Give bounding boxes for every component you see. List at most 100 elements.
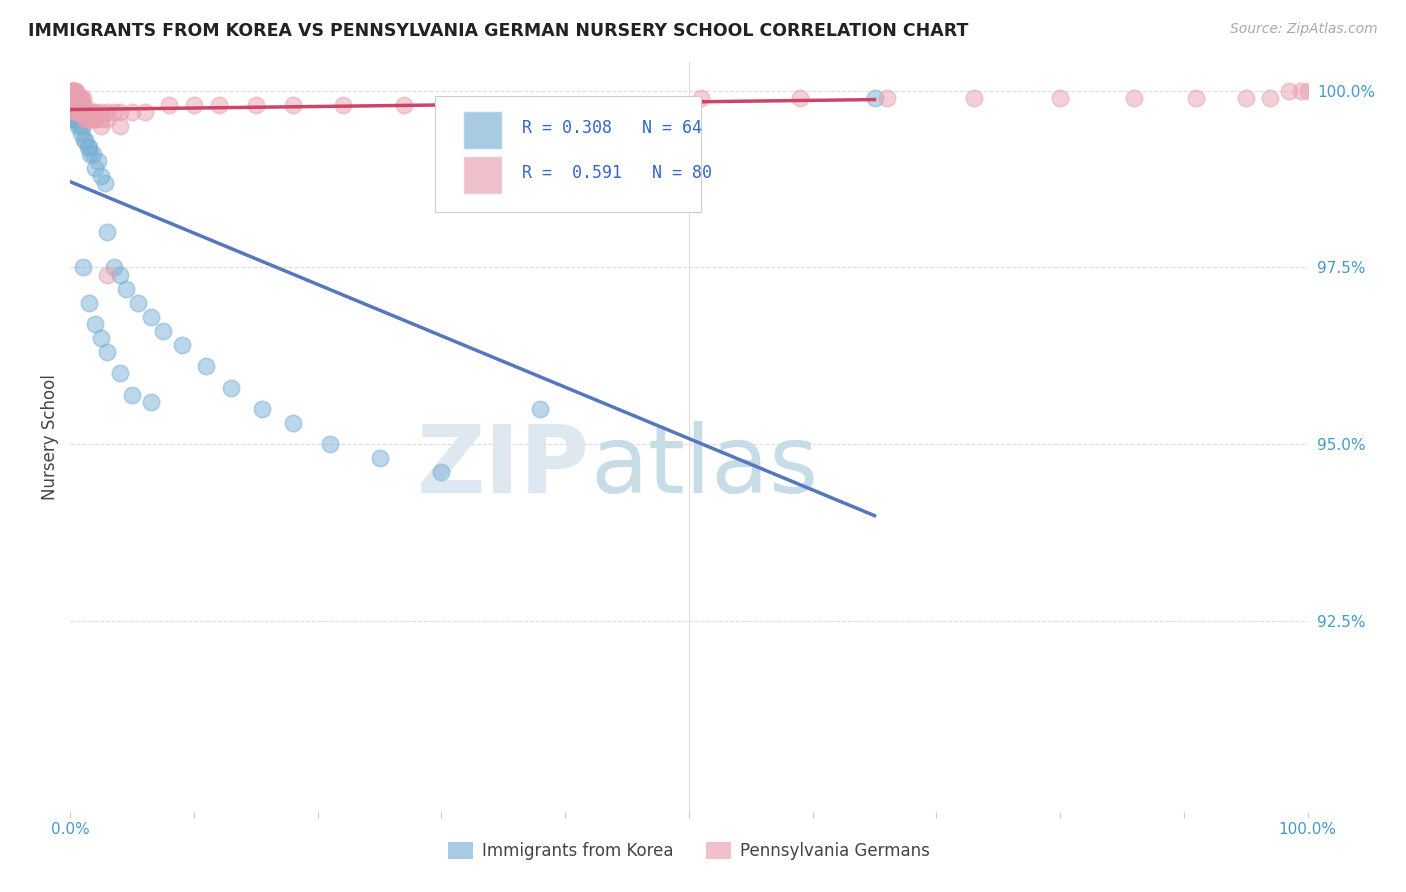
Point — [115, 282, 138, 296]
Point — [319, 437, 342, 451]
Point — [62, 91, 84, 105]
Point — [65, 104, 87, 119]
Point — [70, 104, 93, 119]
Point — [70, 91, 93, 105]
Point — [69, 98, 91, 112]
Point — [127, 295, 149, 310]
Point — [72, 104, 94, 119]
Point — [77, 104, 100, 119]
Point — [72, 119, 94, 133]
Point — [96, 104, 118, 119]
Point — [65, 98, 87, 112]
Point — [108, 104, 131, 119]
Point — [67, 98, 90, 112]
Point — [63, 91, 86, 105]
Point — [63, 91, 86, 105]
Text: R =  0.591   N = 80: R = 0.591 N = 80 — [522, 164, 711, 182]
Text: ZIP: ZIP — [418, 421, 591, 513]
Point — [77, 112, 100, 126]
Point — [63, 98, 86, 112]
Point — [1234, 91, 1257, 105]
Point — [108, 268, 131, 282]
Point — [66, 119, 89, 133]
Point — [84, 112, 107, 126]
Point — [66, 91, 89, 105]
Point — [69, 104, 91, 119]
Point — [65, 84, 87, 98]
Point — [65, 91, 87, 105]
Point — [77, 295, 100, 310]
Point — [73, 98, 96, 112]
Point — [1260, 91, 1282, 105]
Point — [75, 133, 97, 147]
Point — [63, 84, 86, 98]
Point — [876, 91, 898, 105]
Point — [1049, 91, 1071, 105]
Point — [1291, 84, 1313, 98]
FancyBboxPatch shape — [463, 156, 502, 194]
Point — [1278, 84, 1301, 98]
Point — [75, 112, 97, 126]
Point — [60, 84, 83, 98]
Point — [108, 119, 131, 133]
Point — [63, 98, 86, 112]
Point — [430, 466, 453, 480]
Point — [96, 345, 118, 359]
Point — [65, 91, 87, 105]
Point — [152, 324, 174, 338]
Point — [65, 104, 87, 119]
Point — [65, 84, 87, 98]
Point — [70, 104, 93, 119]
Point — [62, 91, 84, 105]
Point — [65, 91, 87, 105]
Point — [281, 98, 304, 112]
Point — [65, 91, 87, 105]
Point — [77, 140, 100, 154]
Point — [62, 104, 84, 119]
Point — [90, 331, 112, 345]
FancyBboxPatch shape — [463, 112, 502, 149]
Point — [72, 98, 94, 112]
Y-axis label: Nursery School: Nursery School — [41, 374, 59, 500]
Point — [157, 98, 180, 112]
Point — [77, 104, 100, 119]
Point — [67, 98, 90, 112]
Point — [67, 91, 90, 105]
Point — [84, 317, 107, 331]
Point — [67, 104, 90, 119]
Point — [75, 104, 97, 119]
Point — [79, 112, 101, 126]
Point — [76, 140, 98, 154]
Point — [603, 98, 626, 112]
Point — [66, 104, 89, 119]
Point — [456, 98, 478, 112]
Point — [60, 91, 83, 105]
Point — [1296, 84, 1319, 98]
Point — [72, 91, 94, 105]
Point — [690, 91, 713, 105]
Point — [84, 104, 107, 119]
Point — [60, 91, 83, 105]
Point — [96, 225, 118, 239]
Point — [62, 91, 84, 105]
Point — [65, 112, 87, 126]
Point — [65, 91, 87, 105]
FancyBboxPatch shape — [436, 96, 702, 212]
Point — [69, 98, 91, 112]
Text: Source: ZipAtlas.com: Source: ZipAtlas.com — [1230, 22, 1378, 37]
Text: R = 0.308   N = 64: R = 0.308 N = 64 — [522, 120, 702, 137]
Point — [65, 98, 87, 112]
Point — [183, 98, 205, 112]
Text: atlas: atlas — [591, 421, 818, 513]
Point — [86, 154, 108, 169]
Point — [60, 104, 83, 119]
Point — [66, 98, 89, 112]
Point — [121, 104, 143, 119]
Point — [108, 367, 131, 381]
Point — [72, 260, 94, 275]
Point — [94, 176, 117, 190]
Point — [529, 98, 551, 112]
Point — [394, 98, 416, 112]
Point — [60, 98, 83, 112]
Point — [82, 147, 104, 161]
